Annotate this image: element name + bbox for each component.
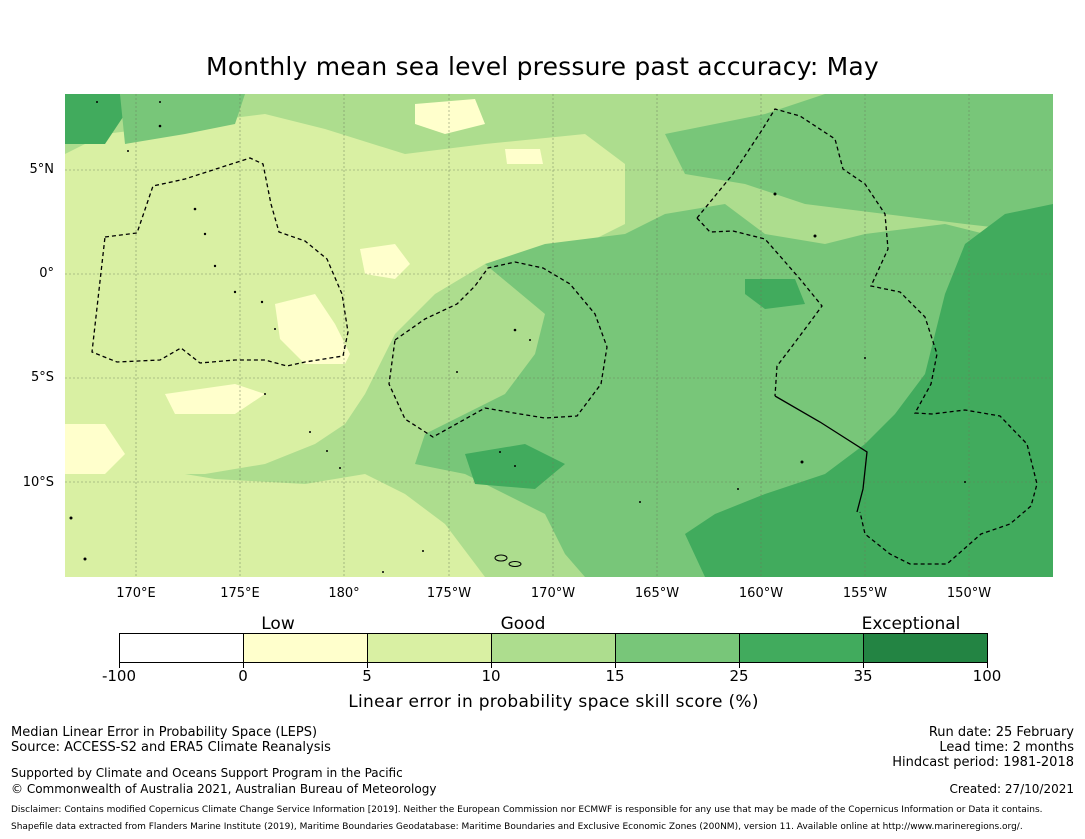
islands bbox=[69, 101, 966, 573]
colorbar-segment-3 bbox=[368, 634, 492, 662]
colorbar-segment-2 bbox=[244, 634, 368, 662]
eez-boundary-east-inner bbox=[696, 217, 823, 397]
tick-label: 100 bbox=[972, 667, 1002, 685]
footer-lead-time: Lead time: 2 months bbox=[939, 740, 1074, 755]
longitude-label-170e: 170°E bbox=[116, 586, 156, 601]
latitude-label-10s: 10°S bbox=[22, 475, 54, 490]
longitude-label-150w: 150°W bbox=[946, 586, 992, 601]
map-gridlines bbox=[65, 94, 1053, 577]
category-label-low: Low bbox=[261, 614, 295, 634]
eez-boundary-west bbox=[91, 157, 349, 367]
tick-label: 10 bbox=[481, 667, 501, 685]
footer-copyright: © Commonwealth of Australia 2021, Austra… bbox=[11, 782, 437, 796]
footer-source: Source: ACCESS-S2 and ERA5 Climate Reana… bbox=[11, 740, 331, 755]
tick-mark bbox=[491, 663, 492, 668]
tick-label: -100 bbox=[101, 667, 137, 685]
colorbar-segment-5 bbox=[616, 634, 740, 662]
disclaimer-copernicus: Disclaimer: Contains modified Copernicus… bbox=[11, 805, 1043, 815]
tick-mark bbox=[119, 663, 120, 668]
category-label-exceptional: Exceptional bbox=[861, 614, 961, 634]
longitude-label-170w: 170°W bbox=[530, 586, 576, 601]
footer-support: Supported by Climate and Oceans Support … bbox=[11, 766, 403, 780]
region-fair-south bbox=[65, 454, 485, 577]
colorbar-segment-1 bbox=[120, 634, 244, 662]
latitude-label-5s: 5°S bbox=[30, 370, 54, 385]
region-low-2 bbox=[360, 244, 410, 279]
region-high-corner bbox=[65, 94, 125, 144]
tick-mark bbox=[243, 663, 244, 668]
tick-label: 25 bbox=[729, 667, 749, 685]
region-low-6 bbox=[415, 99, 485, 134]
tick-label: 15 bbox=[605, 667, 625, 685]
region-high-east bbox=[685, 204, 1053, 577]
region-fair-west bbox=[65, 114, 625, 474]
colorbar-segment-6 bbox=[740, 634, 864, 662]
region-low-4 bbox=[65, 424, 125, 474]
longitude-label-175e: 175°E bbox=[220, 586, 260, 601]
colorbar-title: Linear error in probability space skill … bbox=[348, 692, 759, 712]
tick-label: 0 bbox=[238, 667, 248, 685]
region-low-5 bbox=[505, 149, 543, 164]
colorbar bbox=[119, 633, 988, 663]
tick-label: 5 bbox=[362, 667, 372, 685]
skill-map bbox=[65, 94, 1053, 577]
eez-boundaries bbox=[91, 108, 1038, 565]
tick-mark bbox=[863, 663, 864, 668]
colorbar-segment-7 bbox=[864, 634, 987, 662]
region-very-good-north bbox=[665, 94, 1053, 234]
disclaimer-shapefile: Shapefile data extracted from Flanders M… bbox=[11, 822, 1023, 832]
category-label-good: Good bbox=[500, 614, 546, 634]
eez-boundary-east bbox=[696, 108, 1038, 565]
tick-label: 35 bbox=[853, 667, 873, 685]
footer-created: Created: 27/10/2021 bbox=[949, 782, 1074, 796]
tick-mark bbox=[987, 663, 988, 668]
map-title: Monthly mean sea level pressure past acc… bbox=[206, 52, 879, 81]
longitude-label-160w: 160°W bbox=[738, 586, 784, 601]
longitude-label-180: 180° bbox=[328, 586, 360, 601]
tick-mark bbox=[739, 663, 740, 668]
footer-hindcast: Hindcast period: 1981-2018 bbox=[892, 755, 1074, 770]
latitude-label-5n: 5°N bbox=[29, 162, 55, 177]
region-high-patch bbox=[745, 279, 805, 309]
tick-mark bbox=[615, 663, 616, 668]
tick-mark bbox=[367, 663, 368, 668]
longitude-label-175w: 175°W bbox=[426, 586, 472, 601]
longitude-label-165w: 165°W bbox=[634, 586, 680, 601]
eez-boundary-solid bbox=[774, 395, 868, 513]
latitude-label-0: 0° bbox=[39, 266, 54, 281]
colorbar-segment-4 bbox=[492, 634, 616, 662]
eez-boundary-central bbox=[388, 261, 608, 438]
footer-method: Median Linear Error in Probability Space… bbox=[11, 725, 318, 740]
footer-run-date: Run date: 25 February bbox=[928, 725, 1074, 740]
region-low-1 bbox=[275, 294, 350, 364]
longitude-label-155w: 155°W bbox=[842, 586, 888, 601]
region-very-good-corner bbox=[120, 94, 245, 144]
